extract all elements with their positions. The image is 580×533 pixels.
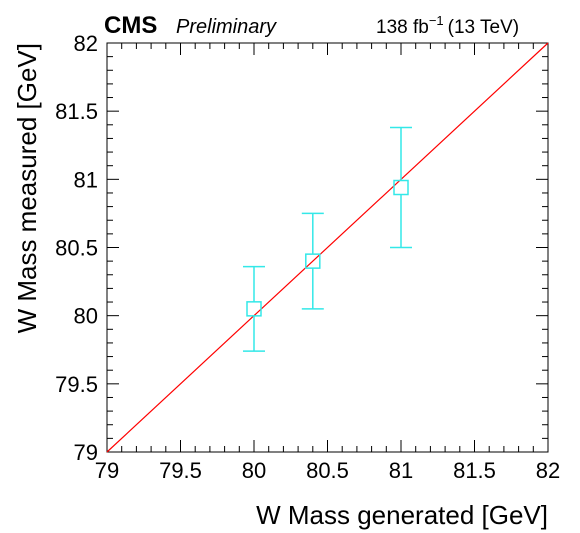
axis-ticks — [106, 42, 549, 453]
energy-label: (13 TeV) — [448, 17, 519, 38]
y-tick-label: 80.5 — [55, 236, 98, 261]
lumi-label: 138 fb−1 (13 TeV) — [376, 13, 519, 38]
x-tick-label: 81.5 — [453, 458, 496, 483]
diagonal-line — [106, 42, 549, 453]
lumi-exponent: −1 — [429, 13, 444, 28]
y-axis-title: W Mass measured [GeV] — [12, 43, 42, 333]
status-label: Preliminary — [176, 16, 277, 38]
y-tick-label: 81.5 — [55, 99, 98, 124]
y-tick-label: 80 — [74, 304, 98, 329]
y-tick-label: 79 — [74, 440, 98, 465]
data-points — [243, 126, 412, 352]
y-tick-label: 79.5 — [55, 372, 98, 397]
x-tick-label: 82 — [536, 458, 560, 483]
experiment-label: CMS — [104, 12, 157, 39]
data-point-marker — [393, 179, 409, 196]
data-point-marker — [246, 301, 262, 317]
y-tick-label: 82 — [74, 31, 98, 56]
lumi-value: 138 fb — [376, 17, 429, 38]
reference-line — [106, 42, 549, 453]
y-tick-label: 81 — [74, 167, 98, 192]
x-tick-label: 80.5 — [306, 458, 349, 483]
x-tick-label: 81 — [389, 458, 413, 483]
x-tick-label: 79 — [95, 458, 119, 483]
x-axis-title: W Mass generated [GeV] — [256, 500, 548, 530]
data-point-marker — [305, 253, 321, 269]
axis-tick-labels: 79 79.5 80 80.5 81 81.5 82 79 79.5 80 80.5 81 81.5 82 — [55, 31, 560, 483]
x-tick-label: 80 — [242, 458, 266, 483]
x-tick-label: 79.5 — [159, 458, 202, 483]
